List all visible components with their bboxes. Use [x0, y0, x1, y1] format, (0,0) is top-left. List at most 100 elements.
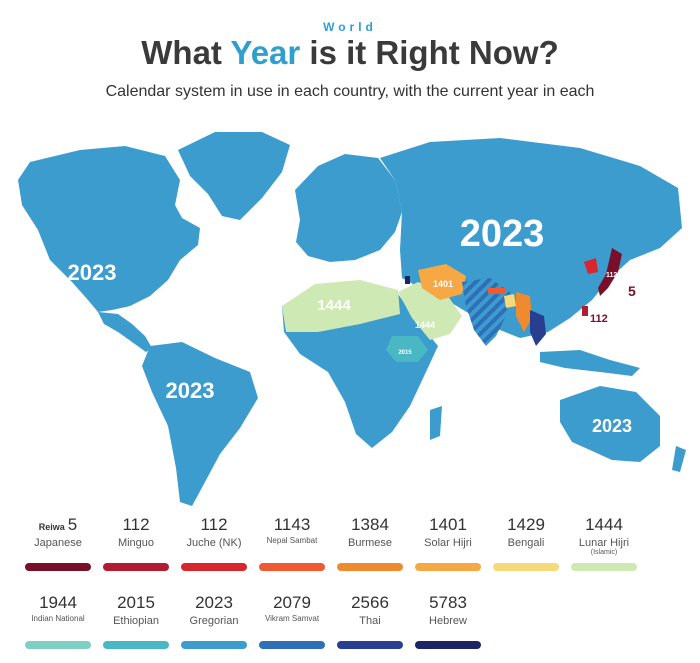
legend-item: 5783 Hebrew: [412, 593, 484, 663]
legend-item: 2015 Ethiopian: [100, 593, 172, 663]
legend-year: 2079: [256, 593, 328, 613]
legend-calendar-label: Solar Hijri: [424, 537, 472, 549]
legend-year: 1944: [22, 593, 94, 613]
legend-year: 2015: [100, 593, 172, 613]
legend-color-swatch: [103, 563, 169, 571]
label-south-america: 2023: [166, 378, 215, 403]
legend-item: 1143 Nepal Sambat: [256, 515, 328, 585]
label-korea: 112: [606, 272, 617, 279]
legend-calendar-label: Lunar Hijri: [578, 537, 630, 549]
central-america-shape: [98, 312, 152, 352]
legend-calendar-label: Burmese: [347, 537, 393, 549]
southeast-asia-islands-shape: [540, 350, 640, 376]
legend-item: 2079 Vikram Samvat: [256, 593, 328, 663]
label-iran: 1401: [433, 279, 453, 289]
kicker: World: [323, 20, 377, 34]
taiwan-shape: [582, 306, 588, 316]
label-asia: 2023: [460, 213, 545, 255]
legend-calendar-name: Gregorian: [178, 615, 250, 627]
legend-year-value: 2079: [273, 593, 311, 612]
legend-calendar-name: Hebrew: [412, 615, 484, 627]
legend-color-swatch: [259, 563, 325, 571]
legend-item: 2023 Gregorian: [178, 593, 250, 663]
label-north-africa: 1444: [317, 297, 351, 314]
legend-item: 1384 Burmese: [334, 515, 406, 585]
legend-calendar-label: Gregorian: [189, 615, 239, 627]
legend-color-swatch: [25, 641, 91, 649]
legend-year: 112: [100, 515, 172, 535]
iran-shape: [418, 264, 466, 300]
north-korea-shape: [584, 258, 598, 274]
north-america-shape: [18, 146, 200, 312]
legend-calendar-name: Bengali: [490, 537, 562, 549]
legend-year-value: 1444: [585, 515, 623, 534]
legend-year-prefix: Reiwa: [38, 522, 65, 532]
legend-year-value: 2015: [117, 593, 155, 612]
madagascar-shape: [430, 406, 442, 440]
south-america-shape: [142, 342, 258, 506]
legend-calendar-name: Vikram Samvat: [256, 614, 328, 624]
legend-color-swatch: [103, 641, 169, 649]
legend-year: 1384: [334, 515, 406, 535]
legend-item: 1944 Indian National: [22, 593, 94, 663]
label-taiwan: 112: [590, 313, 608, 325]
south-korea-shape: [588, 274, 598, 284]
legend-color-swatch: [415, 563, 481, 571]
legend-color-swatch: [25, 563, 91, 571]
legend-calendar-name: Thai: [334, 615, 406, 627]
legend-item: Reiwa 5 Japanese: [22, 515, 94, 585]
legend-calendar-name: Solar Hijri: [412, 537, 484, 549]
legend-year: 2023: [178, 593, 250, 613]
australia-shape: [560, 386, 660, 462]
legend-item: 112 Minguo: [100, 515, 172, 585]
world-map: 2023 2023 2023 2023 1444 1444 1401 2015 …: [18, 132, 686, 506]
legend-color-swatch: [181, 563, 247, 571]
legend-calendar-label: Bengali: [507, 537, 545, 549]
europe-shape: [295, 154, 402, 262]
north-africa-hijri-shape: [282, 280, 400, 332]
legend-calendar-name: Burmese: [334, 537, 406, 549]
legend-year: 1143: [256, 515, 328, 535]
thailand-shape: [530, 310, 546, 346]
legend-calendar-label: Japanese: [34, 537, 82, 549]
japan-shape: [598, 248, 622, 296]
label-australia: 2023: [592, 416, 632, 436]
legend-calendar-name: Ethiopian: [100, 615, 172, 627]
greenland-shape: [178, 132, 290, 220]
legend-calendar-label: Minguo: [117, 537, 155, 549]
bangladesh-shape: [504, 294, 516, 308]
legend-item: 1444 Lunar Hijri (Islamic): [568, 515, 640, 585]
legend-item: 1429 Bengali: [490, 515, 562, 585]
label-north-america: 2023: [68, 260, 117, 285]
title-accent: Year: [230, 34, 301, 71]
legend-year-value: 1401: [429, 515, 467, 534]
legend-calendar-name: Lunar Hijri (Islamic): [568, 537, 640, 557]
israel-shape: [405, 276, 410, 284]
legend-year-value: 2023: [195, 593, 233, 612]
legend-calendar-name: Nepal Sambat: [256, 536, 328, 546]
legend-calendar-label: Thai: [359, 615, 381, 627]
legend-year: 1401: [412, 515, 484, 535]
south-asia-shape: [462, 278, 510, 346]
infographic: World What Year is it Right Now? Calenda…: [18, 20, 686, 649]
legend-year-value: 1143: [273, 515, 311, 534]
legend-calendar-label: Indian National: [31, 614, 85, 623]
legend-year-value: 1429: [507, 515, 545, 534]
label-japan: 5: [628, 283, 636, 299]
legend-year: 5783: [412, 593, 484, 613]
legend-calendar-label: Ethiopian: [113, 615, 159, 627]
legend-item: 1401 Solar Hijri: [412, 515, 484, 585]
legend-color-swatch: [571, 563, 637, 571]
legend-calendar-name: Minguo: [100, 537, 172, 549]
legend-color-swatch: [493, 563, 559, 571]
legend-calendar-label: Nepal Sambat: [266, 536, 318, 545]
label-arabia: 1444: [415, 320, 435, 330]
legend-calendar-label: Juche (NK): [186, 537, 242, 549]
legend-year: Reiwa 5: [22, 515, 94, 535]
new-zealand-shape: [672, 446, 686, 472]
legend-calendar-sub: (Islamic): [590, 549, 618, 557]
legend-color-swatch: [337, 641, 403, 649]
legend-color-swatch: [181, 641, 247, 649]
title-part1: What: [141, 34, 231, 71]
myanmar-shape: [516, 292, 532, 332]
